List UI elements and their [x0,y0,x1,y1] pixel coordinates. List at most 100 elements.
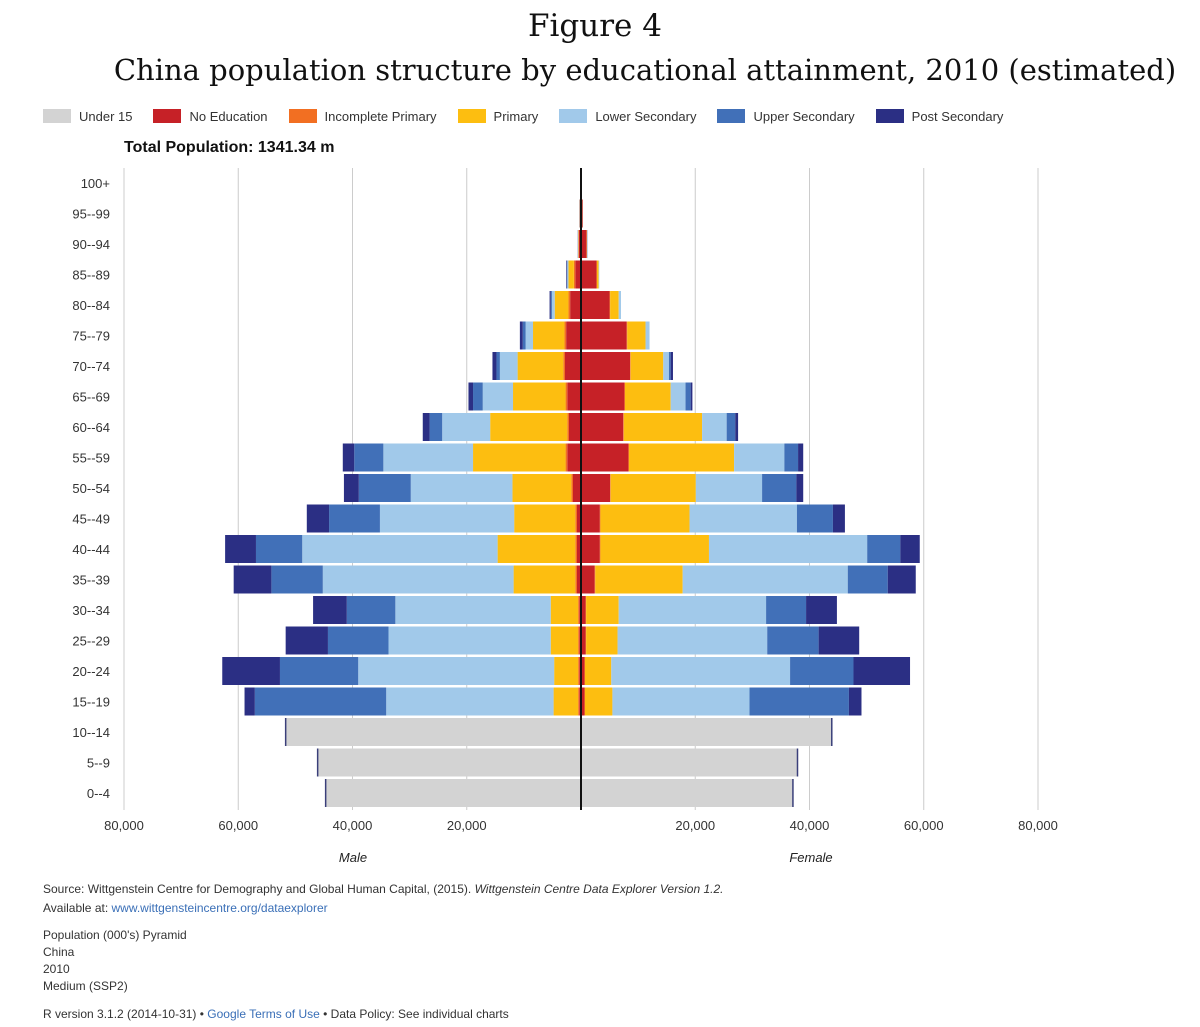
bar-female-25--29-4 [617,626,768,655]
bar-male-45--49-2 [575,504,578,533]
bar-male-80--84-2 [568,291,571,319]
bar-male-60--64-6 [422,413,430,441]
bar-male-45--49-6 [306,504,330,533]
x-tick-label: 60,000 [904,818,944,833]
chart-title: China population structure by educationa… [113,53,1177,87]
legend-item-no-education: No Education [153,108,268,124]
bar-female-85--89-4 [598,260,600,289]
x-tick-label: 20,000 [675,818,715,833]
bar-female-60--64-3 [623,413,703,441]
bar-male-90--94-1 [578,230,581,258]
bar-male-70--74-5 [496,352,500,380]
bar-female-40--44-5 [867,535,901,563]
bar-male-55--59-1 [567,443,581,472]
bar-female-70--74-4 [663,352,669,380]
legend-label-post-secondary: Post Secondary [911,108,1004,124]
legend-item-upper-secondary: Upper Secondary [717,109,855,124]
bar-female-30--34-6 [806,596,837,624]
bar-male-80--84-1 [570,291,581,319]
bar-female-55--59-6 [798,443,804,472]
bar-male-75--79-4 [525,321,534,350]
bar-male-45--49-3 [514,504,576,533]
bar-male-85--89-6 [566,260,567,289]
bar-male-50--54-5 [358,474,411,502]
bar-male-80--84-6 [549,291,551,319]
bar-female-15--19-6 [848,687,862,716]
bar-female-70--74-5 [668,352,671,380]
bar-female-20--24-1 [581,657,585,685]
bar-male-55--59-5 [354,443,384,472]
bar-male-35--39-6 [233,565,272,594]
bar-male-80--84-4 [551,291,555,319]
bar-female-0--4-0 [581,779,793,807]
bar-male-25--29-6 [285,626,328,655]
bar-female-65--69-3 [624,382,671,411]
category-label: 65--69 [72,390,110,405]
bar-male-75--79-3 [533,321,565,350]
bar-female-30--34-3 [586,596,619,624]
bar-male-30--34-2 [578,596,580,624]
bar-female-5--9-0 [581,748,798,777]
bar-female-45--49-2 [599,504,601,533]
bar-male-60--64-1 [569,413,581,441]
category-label: 100+ [81,176,110,191]
bar-male-70--74-3 [517,352,564,380]
legend-swatch-upper-secondary [717,109,746,123]
data-policy-text: • Data Policy: See individual charts [319,1007,509,1021]
bar-female-75--79-1 [581,321,627,350]
bar-male-35--39-5 [271,565,323,594]
legend-swatch-under-15 [43,109,71,123]
legend-swatch-no-education [153,109,182,123]
x-tick-label: 40,000 [333,818,373,833]
category-label: 25--29 [72,634,110,649]
bar-female-75--79-2 [626,321,628,350]
meta-line-3: 2010 [43,962,70,976]
legend-label-no-education: No Education [189,108,268,124]
bar-female-50--54-5 [762,474,797,502]
bar-female-25--29-5 [767,626,819,655]
bar-male-50--54-1 [573,474,581,502]
legend-label-primary: Primary [493,108,539,124]
bar-female-75--79-3 [627,321,646,350]
bar-male-35--39-2 [575,565,578,594]
bar-female-70--74-3 [630,352,664,380]
x-tick-label: 80,000 [1018,818,1058,833]
bar-male-45--49-5 [329,504,380,533]
bar-male-55--59-6 [342,443,355,472]
bar-female-50--54-4 [695,474,763,502]
bar-male-50--54-4 [410,474,513,502]
category-label: 30--34 [72,603,110,618]
bar-female-45--49-4 [689,504,797,533]
bar-male-25--29-4 [388,626,551,655]
bar-female-15--19-4 [612,687,750,716]
male-axis-label: Male [339,850,367,865]
bar-male-40--44-6 [225,535,256,563]
bar-male-20--24-6 [222,657,280,685]
bar-female-80--84-1 [581,291,610,319]
bar-female-60--64-1 [581,413,624,441]
bar-male-70--74-1 [565,352,581,380]
bar-male-25--29-5 [327,626,389,655]
bar-female-50--54-3 [610,474,696,502]
bar-female-20--24-6 [853,657,911,685]
bar-male-20--24-2 [578,657,580,685]
bar-female-50--54-1 [581,474,611,502]
bar-male-50--54-3 [512,474,572,502]
bar-male-40--44-5 [255,535,303,563]
bar-male-15--19-2 [578,687,580,716]
x-tick-label: 40,000 [790,818,830,833]
bar-female-65--69-4 [670,382,686,411]
bar-female-40--44-4 [708,535,868,563]
bar-female-65--69-1 [581,382,625,411]
bar-male-45--49-1 [577,504,581,533]
data-explorer-link[interactable]: www.wittgensteincentre.org/dataexplorer [111,901,328,915]
female-axis-label: Female [789,850,832,865]
category-label: 15--19 [72,695,110,710]
bar-female-40--44-2 [599,535,601,563]
bar-female-85--89-3 [596,260,599,289]
legend: Under 15 No Education Incomplete Primary Pr… [43,106,1024,126]
r-version-line: R version 3.1.2 (2014-10-31) • Google Te… [43,1007,509,1021]
terms-link[interactable]: Google Terms of Use [207,1007,320,1021]
bar-male-50--54-6 [343,474,359,502]
bar-female-45--49-3 [600,504,690,533]
